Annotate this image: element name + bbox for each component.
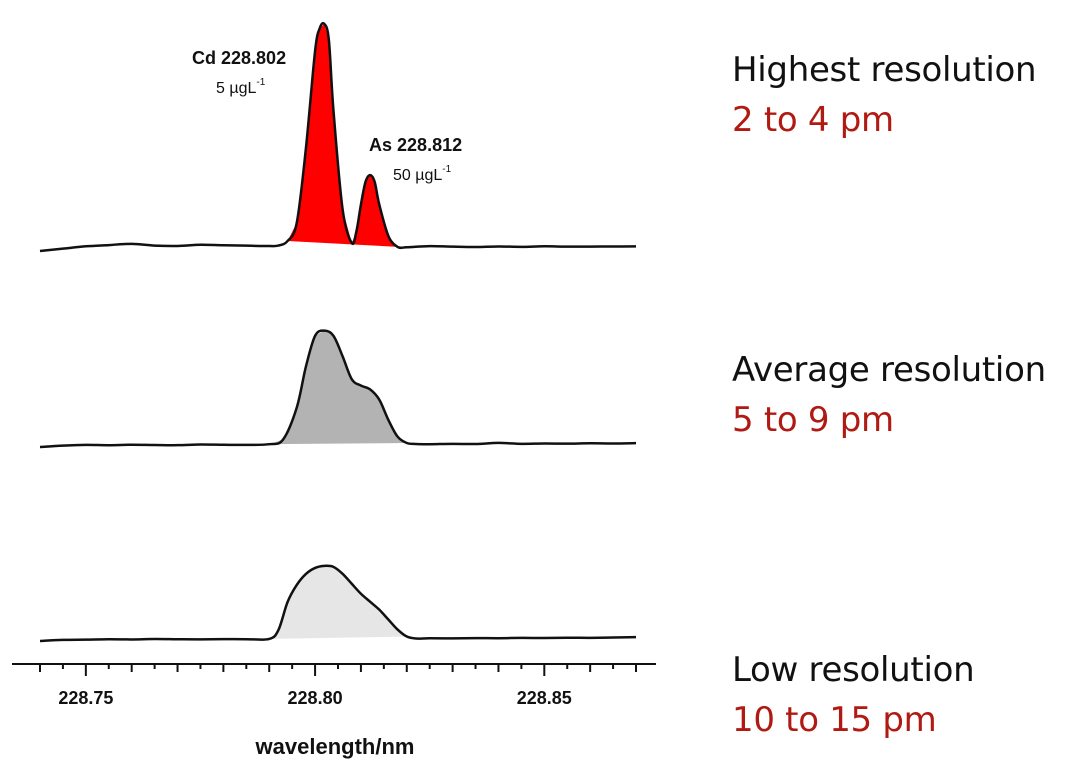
x-tick-label: 228.75	[58, 688, 113, 708]
highest-resolution-spectrum-line	[39, 21, 637, 253]
average-resolution-title: Average resolution	[732, 350, 1046, 390]
low-resolution-title: Low resolution	[732, 650, 975, 690]
low-resolution-peak-fill	[269, 565, 407, 639]
as-peak-label: As 228.812	[369, 135, 462, 155]
peak-fills	[269, 23, 407, 639]
highest-resolution-range: 2 to 4 pm	[732, 100, 894, 140]
low-resolution-range: 10 to 15 pm	[732, 700, 937, 740]
x-tick-label: 228.80	[288, 688, 343, 708]
average-resolution-range: 5 to 9 pm	[732, 400, 894, 440]
x-axis-ticks: 228.75 228.80 228.85	[39, 664, 637, 708]
cd-concentration-label: 5 µgL-1	[216, 77, 266, 97]
average-resolution-peak-fill	[269, 330, 407, 445]
low-resolution-spectrum-line	[39, 564, 637, 643]
spectrum-lines	[39, 21, 637, 643]
highest-resolution-peak-fill	[287, 23, 398, 247]
average-resolution-block: Average resolution 5 to 9 pm	[732, 345, 1046, 445]
cd-peak-label: Cd 228.802	[192, 48, 286, 68]
x-axis-label: wavelength/nm	[255, 734, 415, 759]
average-resolution-spectrum-line	[39, 329, 637, 449]
spectra-chart: Cd 228.802 5 µgL-1 As 228.812 50 µgL-1 2…	[12, 21, 656, 759]
as-concentration-label: 50 µgL-1	[393, 164, 452, 184]
x-tick-label: 228.85	[517, 688, 572, 708]
highest-resolution-block: Highest resolution 2 to 4 pm	[732, 45, 1037, 145]
low-resolution-block: Low resolution 10 to 15 pm	[732, 645, 975, 745]
highest-resolution-title: Highest resolution	[732, 50, 1037, 90]
